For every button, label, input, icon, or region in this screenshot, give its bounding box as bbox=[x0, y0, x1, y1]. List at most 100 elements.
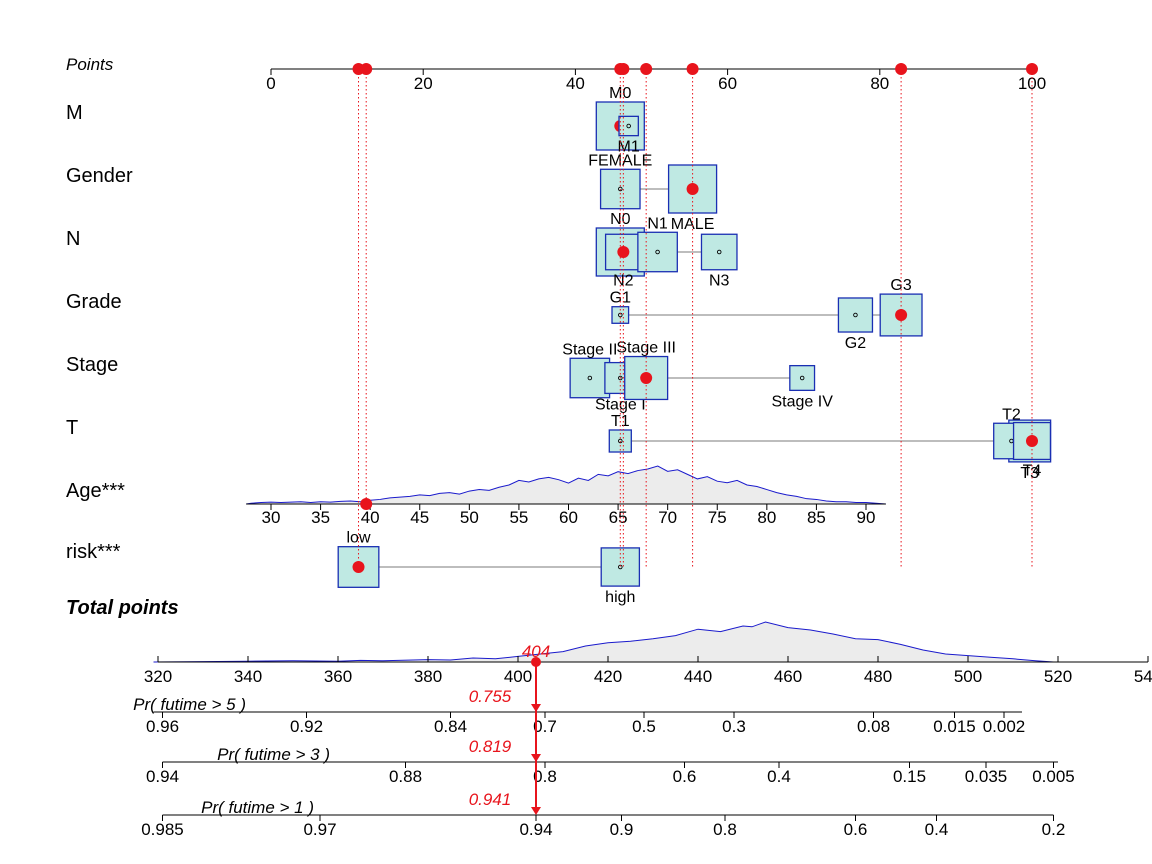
selected-point bbox=[617, 246, 630, 258]
level-label: Stage II bbox=[562, 341, 617, 358]
prob-tick-label: 0.94 bbox=[519, 820, 552, 839]
level-box bbox=[789, 364, 816, 392]
age-tick-label: 45 bbox=[410, 508, 429, 527]
prob-tick-label: 0.3 bbox=[722, 717, 746, 736]
total-tick-label: 500 bbox=[954, 667, 982, 686]
age-tick-label: 70 bbox=[658, 508, 677, 527]
prob-tick-label: 0.8 bbox=[713, 820, 737, 839]
prob-value-label: 0.941 bbox=[469, 790, 512, 809]
total-points-title: Total points bbox=[66, 597, 179, 619]
variable-label-grade: Grade bbox=[66, 291, 122, 313]
level-label: G2 bbox=[845, 335, 866, 352]
level-label: MALE bbox=[671, 216, 715, 233]
selected-point bbox=[360, 498, 373, 510]
total-density-line bbox=[153, 621, 1054, 663]
level-box bbox=[611, 306, 630, 324]
prob-tick-label: 0.6 bbox=[844, 820, 868, 839]
level-label: FEMALE bbox=[588, 152, 652, 169]
level-dot bbox=[618, 438, 623, 444]
level-box bbox=[618, 115, 639, 137]
total-tick-label: 460 bbox=[774, 667, 802, 686]
level-dot bbox=[587, 375, 593, 381]
level-box bbox=[637, 231, 678, 273]
prob-tick-label: 0.015 bbox=[933, 717, 976, 736]
variable-label-m: M bbox=[66, 102, 83, 124]
prob-tick-label: 0.92 bbox=[290, 717, 323, 736]
prob-value-label: 0.755 bbox=[469, 687, 512, 706]
points-axis-marker bbox=[895, 63, 908, 75]
points-axis-title: Points bbox=[66, 55, 114, 74]
level-label: T2 bbox=[1002, 406, 1021, 423]
total-tick-label: 540 bbox=[1134, 667, 1152, 686]
level-label: N0 bbox=[610, 211, 631, 228]
points-axis-marker bbox=[686, 63, 699, 75]
variable-label-stage: Stage bbox=[66, 354, 118, 376]
level-dot bbox=[618, 375, 623, 381]
points-axis-marker bbox=[617, 63, 630, 75]
prob-tick-label: 0.96 bbox=[146, 717, 179, 736]
total-density-fill bbox=[153, 622, 1054, 662]
points-axis-marker bbox=[640, 63, 653, 75]
age-tick-label: 65 bbox=[609, 508, 628, 527]
points-tick-label: 0 bbox=[266, 74, 275, 93]
age-tick-label: 30 bbox=[262, 508, 281, 527]
level-label: T4 bbox=[1023, 462, 1042, 479]
prob-tick-label: 0.035 bbox=[965, 767, 1008, 786]
level-box bbox=[700, 233, 738, 271]
level-label: M1 bbox=[618, 139, 640, 156]
total-tick-label: 520 bbox=[1044, 667, 1072, 686]
points-tick-label: 100 bbox=[1018, 74, 1046, 93]
prob-tick-label: 0.6 bbox=[673, 767, 697, 786]
level-label: high bbox=[605, 589, 635, 606]
total-tick-label: 360 bbox=[324, 667, 352, 686]
variable-label-gender: Gender bbox=[66, 165, 133, 187]
prob-axis-label: Pr( futime > 1 ) bbox=[201, 798, 314, 817]
level-label: Stage IV bbox=[771, 393, 833, 410]
total-tick-label: 380 bbox=[414, 667, 442, 686]
prob-tick-label: 0.7 bbox=[533, 717, 557, 736]
prob-value-label: 0.819 bbox=[469, 737, 512, 756]
level-label: N3 bbox=[709, 273, 730, 290]
prob-tick-label: 0.84 bbox=[434, 717, 467, 736]
level-box bbox=[837, 297, 874, 333]
level-dot bbox=[655, 249, 660, 255]
total-points-value: 404 bbox=[522, 642, 550, 661]
selected-point bbox=[352, 561, 365, 573]
age-tick-label: 85 bbox=[807, 508, 826, 527]
level-box bbox=[569, 357, 611, 399]
age-tick-label: 55 bbox=[509, 508, 528, 527]
prob-tick-label: 0.005 bbox=[1032, 767, 1075, 786]
variable-label-n: N bbox=[66, 228, 80, 250]
prob-axis-label: Pr( futime > 5 ) bbox=[133, 695, 246, 714]
total-tick-label: 400 bbox=[504, 667, 532, 686]
level-label: N1 bbox=[647, 215, 668, 232]
level-dot bbox=[618, 186, 623, 192]
prob-tick-label: 0.8 bbox=[533, 767, 557, 786]
age-tick-label: 90 bbox=[857, 508, 876, 527]
variable-label-t: T bbox=[66, 417, 78, 439]
total-tick-label: 440 bbox=[684, 667, 712, 686]
age-tick-label: 60 bbox=[559, 508, 578, 527]
age-tick-label: 35 bbox=[311, 508, 330, 527]
prob-tick-label: 0.5 bbox=[632, 717, 656, 736]
total-tick-label: 340 bbox=[234, 667, 262, 686]
level-dot bbox=[716, 249, 722, 255]
total-tick-label: 480 bbox=[864, 667, 892, 686]
prob-tick-label: 0.9 bbox=[610, 820, 634, 839]
prob-tick-label: 0.88 bbox=[389, 767, 422, 786]
selected-point bbox=[895, 309, 908, 321]
prob-tick-label: 0.97 bbox=[303, 820, 336, 839]
prob-tick-label: 0.002 bbox=[983, 717, 1026, 736]
prob-tick-label: 0.08 bbox=[857, 717, 890, 736]
prob-tick-label: 0.4 bbox=[925, 820, 949, 839]
prob-tick-label: 0.94 bbox=[146, 767, 179, 786]
variable-label-risk: risk*** bbox=[66, 541, 121, 563]
prob-tick-label: 0.985 bbox=[141, 820, 184, 839]
level-dot bbox=[626, 123, 631, 129]
points-tick-label: 40 bbox=[566, 74, 585, 93]
age-tick-label: 40 bbox=[361, 508, 380, 527]
points-axis-marker bbox=[360, 63, 373, 75]
prob-tick-label: 0.15 bbox=[893, 767, 926, 786]
level-dot bbox=[853, 312, 858, 318]
